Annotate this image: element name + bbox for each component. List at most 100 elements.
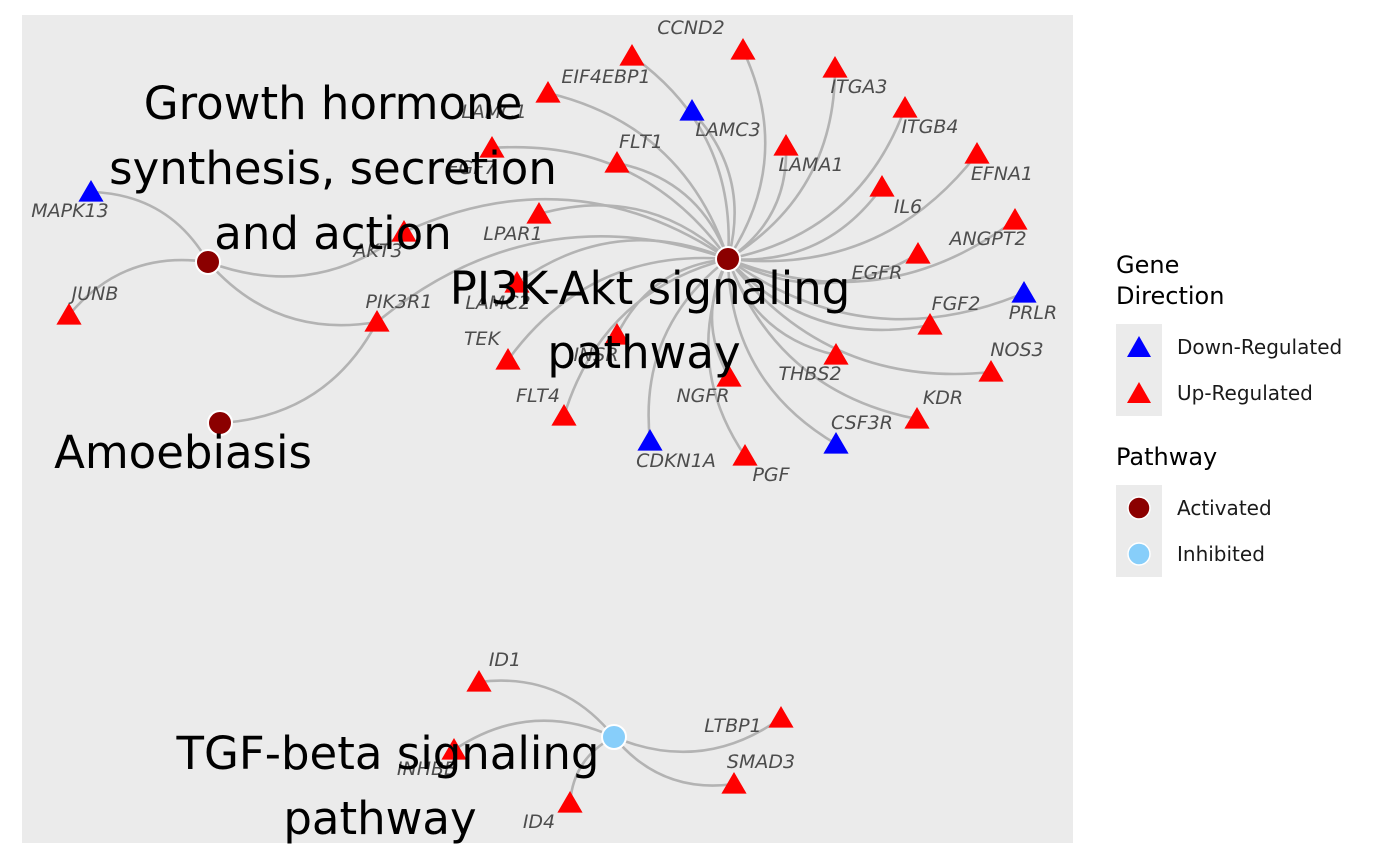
gene-label-akt3: AKT3 — [351, 240, 402, 262]
legend-item-down-regulated: Down-Regulated — [1116, 324, 1396, 370]
gene-label-smad3: SMAD3 — [727, 751, 795, 773]
gene-node-fgf2 — [917, 313, 943, 335]
gene-node-lamc2 — [504, 271, 530, 293]
edge-pi3k-lama1 — [727, 145, 788, 261]
edge-pi3k-angpt2 — [727, 218, 1016, 284]
gene-node-prlr — [1011, 281, 1037, 303]
gene-node-inhbb — [441, 738, 467, 760]
edge-pi3k-ccnd2 — [726, 49, 767, 260]
gene-node-pik3r1 — [364, 310, 390, 332]
gene-label-tek: TEK — [464, 328, 502, 350]
gene-label-flt1: FLT1 — [619, 131, 663, 153]
label-layer: CCND2 EIF4EBP1 ITGA3 LAMC1 LAMC3 ITGB4 FLT1 EFN… — [31, 17, 1057, 845]
gene-label-lamc3: LAMC3 — [695, 119, 760, 141]
gene-direction-legend: Gene Direction Down-Regulated Up-Regulat… — [1116, 250, 1396, 416]
gene-node-ltbp1 — [768, 706, 794, 728]
legend-item-up-regulated: Up-Regulated — [1116, 370, 1396, 416]
gene-label-egfr: EGFR — [852, 262, 903, 284]
inhibited-circle-icon — [1116, 531, 1162, 577]
edge-pi3k-fgf2 — [727, 258, 931, 332]
gene-label-junb: JUNB — [68, 283, 119, 305]
edge-gh-junb — [68, 258, 209, 316]
pathway-label-gh: Growth hormone synthesis, secretion and ac… — [109, 77, 557, 260]
edge-tgf-id1 — [478, 679, 616, 738]
pathway-node-gh — [195, 249, 221, 275]
edge-pi3k-efna1 — [727, 153, 979, 263]
gene-label-csf3r: CSF3R — [831, 412, 893, 434]
gene-label-lama1: LAMA1 — [778, 154, 843, 176]
gene-node-ngfr — [716, 365, 742, 387]
gene-direction-legend-title: Gene Direction — [1116, 251, 1225, 310]
gene-label-fgf7: FGF7 — [448, 157, 497, 179]
edge-gh-mapk13 — [90, 190, 210, 263]
edge-gh-akt3 — [207, 230, 405, 278]
legend-item-inhibited: Inhibited — [1116, 531, 1396, 577]
gene-label-lamc2: LAMC2 — [465, 292, 530, 314]
legend-label-up-regulated: Up-Regulated — [1177, 381, 1313, 405]
gene-label-lamc1: LAMC1 — [461, 101, 526, 123]
gene-label-id1: ID1 — [489, 649, 521, 671]
pathway-label-amoeba: Amoebiasis — [54, 426, 312, 479]
gene-node-insr — [604, 323, 630, 345]
pathway-node-layer — [195, 246, 741, 750]
gene-label-il6: IL6 — [894, 196, 922, 218]
gene-label-inhbb: INHBB — [397, 758, 457, 780]
gene-node-eif4ebp1 — [535, 81, 561, 103]
edge-pi3k-flt4 — [562, 257, 729, 417]
gene-label-angpt2: ANGPT2 — [947, 228, 1026, 250]
pathway-legend-title: Pathway — [1116, 443, 1218, 471]
edge-pi3k-kdr — [726, 258, 918, 421]
legend-label-inhibited: Inhibited — [1177, 542, 1265, 566]
edge-pi3k-pgf — [707, 258, 747, 457]
edge-amoeba-pik3r1 — [219, 321, 379, 425]
gene-node-akt3 — [391, 220, 417, 242]
edge-pi3k-flt1 — [616, 161, 730, 260]
legend-label-activated: Activated — [1177, 496, 1272, 520]
gene-node-ccnd2 — [730, 38, 756, 60]
gene-node-efna1 — [964, 142, 990, 164]
pathway-legend: Pathway Activated Inhibited — [1116, 442, 1396, 577]
edge-pi3k-insr — [615, 257, 729, 336]
gene-node-lama1 — [773, 134, 799, 156]
edge-pi3k-csf3r — [726, 258, 837, 446]
gene-node-lamc1 — [479, 136, 505, 158]
gene-label-flt4: FLT4 — [516, 385, 560, 407]
gene-node-id4 — [557, 791, 583, 813]
pathway-node-amoeba — [207, 410, 233, 436]
gene-node-layer — [56, 38, 1037, 813]
gene-label-pik3r1: PIK3R1 — [366, 291, 433, 313]
pathway-node-tgf — [601, 724, 627, 750]
gene-label-lpar1: LPAR1 — [483, 223, 542, 245]
up-regulated-triangle-icon — [1116, 370, 1162, 416]
edge-pi3k-lamc3 — [691, 110, 736, 260]
gene-node-mapk13 — [78, 180, 104, 202]
gene-node-nos3 — [978, 360, 1004, 382]
gene-label-pgf: PGF — [752, 464, 790, 486]
edge-pi3k-prlr — [727, 257, 1025, 321]
legend-item-activated: Activated — [1116, 485, 1396, 531]
gene-node-il6 — [869, 175, 895, 197]
pathway-label-tgf: TGF-beta signaling pathway — [176, 727, 600, 845]
edge-pi3k-lpar1 — [538, 204, 729, 260]
gene-label-id4: ID4 — [523, 811, 555, 833]
edge-pi3k-itgb4 — [727, 107, 907, 261]
gene-label-kdr: KDR — [923, 387, 963, 409]
gene-label-prlr: PRLR — [1009, 302, 1057, 324]
gene-label-eif4ebp1: EIF4EBP1 — [561, 66, 650, 88]
pathway-node-pi3k — [715, 246, 741, 272]
gene-node-csf3r — [823, 432, 849, 454]
edge-tgf-inhbb — [453, 719, 615, 752]
gene-label-fgf2: FGF2 — [932, 293, 981, 315]
edge-pi3k-akt3 — [403, 197, 729, 261]
gene-node-itgb4 — [892, 96, 918, 118]
gene-label-ltbp1: LTBP1 — [704, 715, 761, 737]
edge-pi3k-nos3 — [726, 258, 992, 376]
gene-label-thbs2: THBS2 — [778, 363, 841, 385]
gene-label-itgb4: ITGB4 — [901, 116, 958, 138]
legend: Gene Direction Down-Regulated Up-Regulat… — [1116, 250, 1396, 603]
plot-panel — [22, 15, 1073, 843]
gene-label-insr: INSR — [573, 344, 618, 366]
edge-pi3k-eif4ebp1 — [547, 91, 730, 260]
edge-pi3k-cdkn1a — [647, 257, 729, 442]
activated-circle-icon — [1116, 485, 1162, 531]
